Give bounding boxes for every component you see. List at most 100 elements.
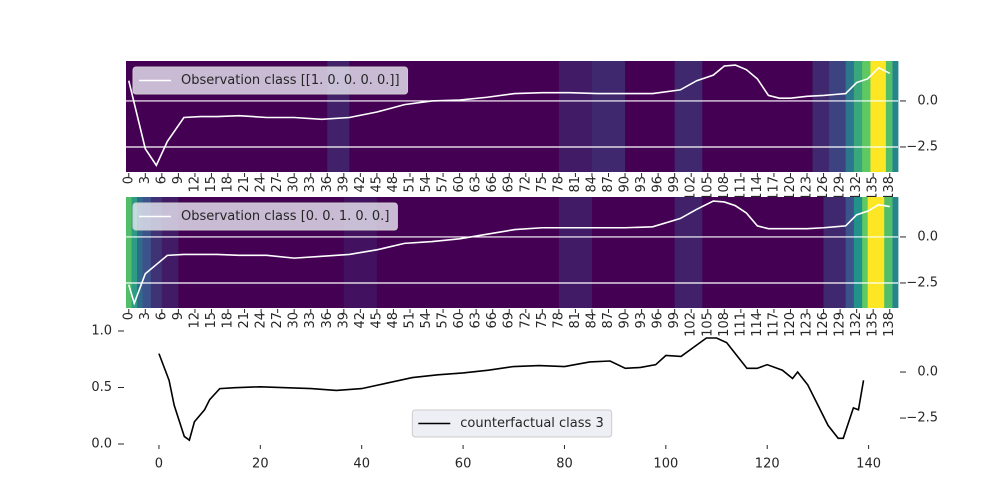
heatmap-cell	[884, 197, 893, 308]
y-tick-label: 1.0	[91, 324, 112, 339]
legend-label: Observation class [0. 0. 1. 0. 0.]	[181, 209, 389, 224]
x-tick-label: 102	[684, 176, 699, 201]
y-tick-label: −2.5	[906, 139, 938, 154]
x-tick-label: 80	[556, 457, 573, 472]
x-tick-label: 120	[783, 312, 798, 337]
x-tick-label: 129	[833, 312, 848, 337]
heatmap-cell	[870, 61, 887, 172]
x-tick-label: 75	[535, 176, 550, 193]
x-tick-label: 81	[568, 176, 583, 193]
x-tick-label: 60	[452, 176, 467, 193]
y-tick-label: 0.0	[91, 437, 112, 452]
x-tick-label: 36	[320, 176, 335, 193]
x-tick-label: 99	[667, 176, 682, 193]
x-tick-label: 102	[684, 312, 699, 337]
x-tick-label: 111	[733, 312, 748, 337]
heatmap-cell	[142, 197, 152, 308]
x-tick-label: 90	[618, 312, 633, 329]
x-tick-label: 20	[252, 457, 269, 472]
x-tick-label: 21	[237, 312, 252, 329]
x-tick-label: 51	[402, 176, 417, 193]
x-tick-label: 18	[221, 176, 236, 193]
x-tick-label: 30	[287, 312, 302, 329]
x-tick-label: 45	[369, 312, 384, 329]
x-tick-label: 111	[733, 176, 748, 201]
x-tick-label: 57	[436, 176, 451, 193]
heatmap-cell	[853, 61, 863, 172]
x-tick-label: 54	[419, 312, 434, 329]
x-tick-label: 126	[816, 312, 831, 337]
x-tick-label: 0	[121, 312, 136, 320]
x-tick-label: 72	[518, 312, 533, 329]
y-tick-label: 0.5	[91, 380, 112, 395]
heatmap-cell	[829, 61, 847, 172]
x-tick-label: 126	[816, 176, 831, 201]
heatmap-cell	[845, 61, 855, 172]
x-tick-label: 27	[270, 312, 285, 329]
y-tick-label: 0.0	[917, 365, 938, 380]
heatmap-cell	[674, 197, 703, 308]
heatmap-cell	[892, 61, 899, 172]
heatmap-cell	[862, 197, 869, 308]
y-tick-label: 0.0	[917, 229, 938, 244]
x-tick-label: 21	[237, 176, 252, 193]
x-tick-label: 12	[187, 176, 202, 193]
x-tick-label: 120	[783, 176, 798, 201]
heatmap-cell	[137, 197, 143, 308]
x-tick-label: 6	[154, 312, 169, 320]
x-tick-label: 69	[502, 312, 517, 329]
heatmap-cell	[150, 197, 163, 308]
x-tick-label: 0	[121, 176, 136, 184]
legend: counterfactual class 3	[411, 409, 613, 438]
x-tick-label: 78	[551, 312, 566, 329]
heatmap-cell	[892, 197, 899, 308]
heatmap-cell	[376, 197, 560, 308]
heatmap-cell	[702, 61, 813, 172]
x-tick-label: 117	[766, 312, 781, 337]
x-tick-label: 3	[138, 312, 153, 320]
x-tick-label: 120	[755, 457, 780, 472]
heatmap-cell	[558, 197, 593, 308]
heatmap-cell	[853, 197, 863, 308]
heatmap-cell	[591, 61, 626, 172]
x-tick-label: 54	[419, 176, 434, 193]
heatmap-cell	[845, 197, 855, 308]
legend-label: counterfactual class 3	[460, 416, 603, 431]
x-tick-label: 78	[551, 176, 566, 193]
x-tick-label: 63	[469, 312, 484, 329]
x-tick-label: 9	[171, 312, 186, 320]
x-tick-label: 48	[386, 312, 401, 329]
x-tick-label: 66	[485, 176, 500, 193]
x-tick-label: 60	[452, 312, 467, 329]
x-tick-label: 140	[856, 457, 881, 472]
x-tick-label: 15	[204, 176, 219, 193]
x-tick-label: 108	[717, 312, 732, 337]
x-tick-label: 33	[303, 312, 318, 329]
heatmap-cell	[591, 197, 676, 308]
x-tick-label: 0	[155, 457, 163, 472]
x-tick-label: 45	[369, 176, 384, 193]
heatmap-cell	[131, 197, 138, 308]
x-tick-label: 27	[270, 176, 285, 193]
heatmap-cell	[558, 61, 593, 172]
legend: Observation class [0. 0. 1. 0. 0.]	[132, 202, 398, 231]
x-tick-label: 123	[800, 176, 815, 201]
x-tick-label: 3	[138, 176, 153, 184]
x-tick-label: 42	[353, 312, 368, 329]
x-tick-label: 30	[287, 176, 302, 193]
line	[127, 64, 891, 168]
heatmap-cell	[126, 197, 132, 308]
x-tick-label: 18	[221, 312, 236, 329]
heatmap-cell	[867, 197, 885, 308]
x-tick-label: 99	[667, 312, 682, 329]
x-tick-label: 60	[455, 457, 472, 472]
legend-box	[132, 202, 398, 231]
legend: Observation class [[1. 0. 0. 0. 0.]]	[132, 66, 409, 95]
x-tick-label: 138	[882, 312, 897, 337]
x-tick-label: 12	[187, 312, 202, 329]
x-tick-label: 105	[700, 176, 715, 201]
x-tick-label: 57	[436, 312, 451, 329]
x-tick-label: 48	[386, 176, 401, 193]
x-tick-label: 108	[717, 176, 732, 201]
